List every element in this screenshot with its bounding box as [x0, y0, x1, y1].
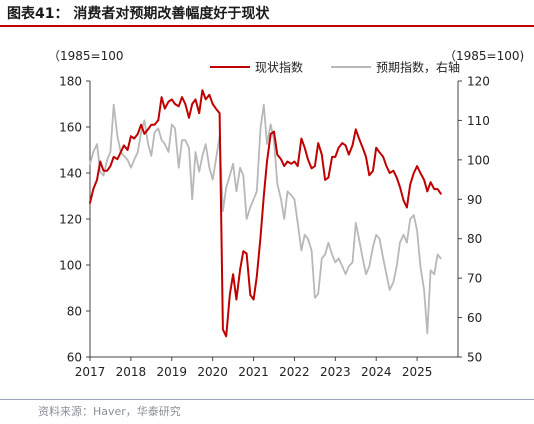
- x-tick-label: 2021: [238, 365, 269, 379]
- left-y-tick-label: 80: [67, 305, 82, 319]
- right-axis-unit: （1985=100): [444, 49, 525, 63]
- left-y-tick-label: 160: [59, 121, 82, 135]
- series-line-current: [89, 89, 442, 338]
- legend-label-current: 现状指数: [255, 60, 303, 75]
- right-y-tick-label: 120: [467, 75, 490, 89]
- x-tick-label: 2025: [402, 365, 433, 379]
- right-y-tick-label: 60: [467, 311, 482, 325]
- x-tick-label: 2024: [361, 365, 392, 379]
- left-y-tick-label: 140: [59, 167, 82, 181]
- right-y-tick-label: 100: [467, 153, 490, 167]
- x-tick-label: 2023: [320, 365, 351, 379]
- x-tick-label: 2020: [197, 365, 228, 379]
- right-y-tick-label: 110: [467, 114, 490, 128]
- x-tick-label: 2017: [75, 365, 106, 379]
- series-line-expectations: [89, 103, 442, 335]
- legend: 现状指数 预期指数，右轴: [210, 60, 460, 75]
- chart-title: 图表41： 消费者对预期改善幅度好于现状: [7, 6, 270, 22]
- left-y-tick-label: 60: [67, 351, 82, 365]
- left-y-tick-label: 180: [59, 75, 82, 89]
- x-tick-label: 2019: [157, 365, 188, 379]
- right-y-tick-label: 90: [467, 193, 482, 207]
- x-tick-label: 2018: [116, 365, 147, 379]
- right-y-tick-label: 70: [467, 272, 482, 286]
- right-y-tick-label: 80: [467, 232, 482, 246]
- title-divider: [0, 25, 534, 27]
- legend-label-expectations: 预期指数，右轴: [376, 60, 460, 75]
- x-tick-label: 2022: [279, 365, 310, 379]
- left-y-tick-label: 100: [59, 259, 82, 273]
- line-chart: 60 80 100 120 140 160 180 50 60 70 80 90 100 110 120 20…: [59, 60, 490, 380]
- footer-divider: [0, 399, 534, 400]
- left-axis-unit: （1985=100: [48, 49, 124, 63]
- series-group: [89, 89, 442, 338]
- right-y-tick-label: 50: [467, 351, 482, 365]
- axes-group: 60 80 100 120 140 160 180 50 60 70 80 90 100 110 120 20…: [59, 75, 490, 380]
- left-y-tick-label: 120: [59, 213, 82, 227]
- source-note: 资料来源：Haver，华泰研究: [38, 405, 181, 418]
